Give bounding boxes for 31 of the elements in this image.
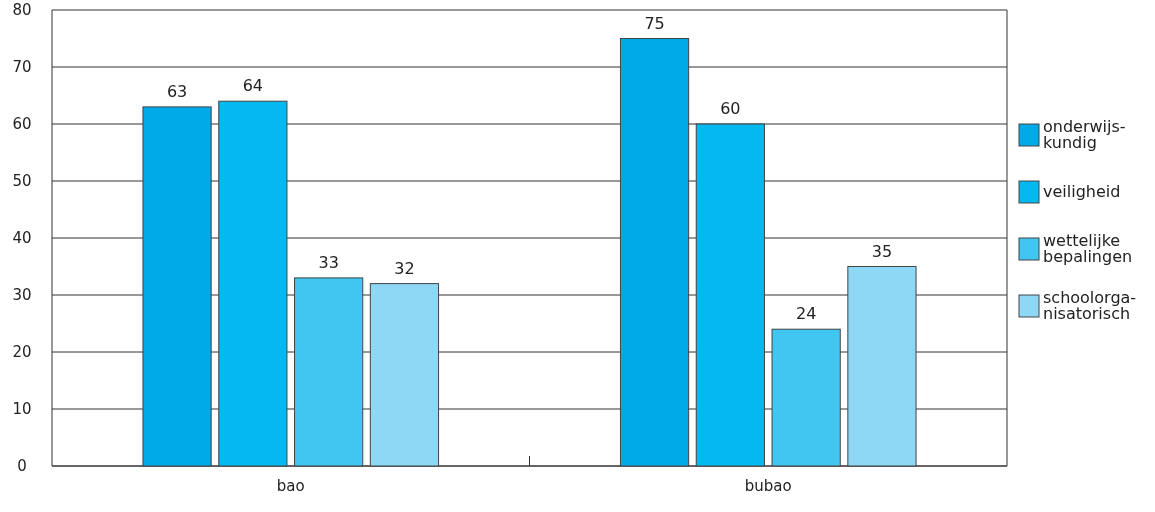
y-tick-label: 50: [12, 172, 32, 190]
bar: [847, 266, 917, 467]
legend-label: schoolorga- nisatorisch: [1043, 288, 1137, 323]
y-tick-label: 10: [12, 400, 32, 418]
y-tick-label: 80: [12, 1, 32, 19]
data-label: 32: [394, 258, 415, 278]
y-tick-label: 40: [12, 229, 32, 247]
data-label: 63: [166, 81, 188, 101]
data-label: 35: [871, 241, 893, 261]
bar: [218, 100, 288, 467]
bar: [142, 106, 212, 467]
data-label: 24: [795, 304, 817, 324]
y-tick-label: 70: [12, 58, 32, 76]
bar: [771, 328, 841, 467]
y-tick-label: 60: [12, 115, 32, 133]
y-tick-label: 30: [12, 286, 32, 304]
bar: [619, 38, 690, 467]
data-label: 64: [242, 76, 264, 96]
bar: [695, 123, 765, 467]
bar: [369, 283, 440, 467]
bar: [294, 277, 364, 467]
data-label: 75: [644, 13, 665, 33]
data-label: 60: [720, 99, 741, 118]
data-label: 33: [318, 252, 339, 272]
legend-label: onderwijs- kundig: [1043, 117, 1126, 152]
x-tick-label: bubao: [744, 477, 792, 495]
y-tick-label: 0: [17, 457, 27, 475]
legend-label: veiligheid: [1043, 182, 1121, 201]
x-tick-label: bao: [276, 477, 305, 495]
y-tick-label: 20: [12, 343, 32, 361]
legend-label: wettelijke bepalingen: [1043, 231, 1133, 266]
